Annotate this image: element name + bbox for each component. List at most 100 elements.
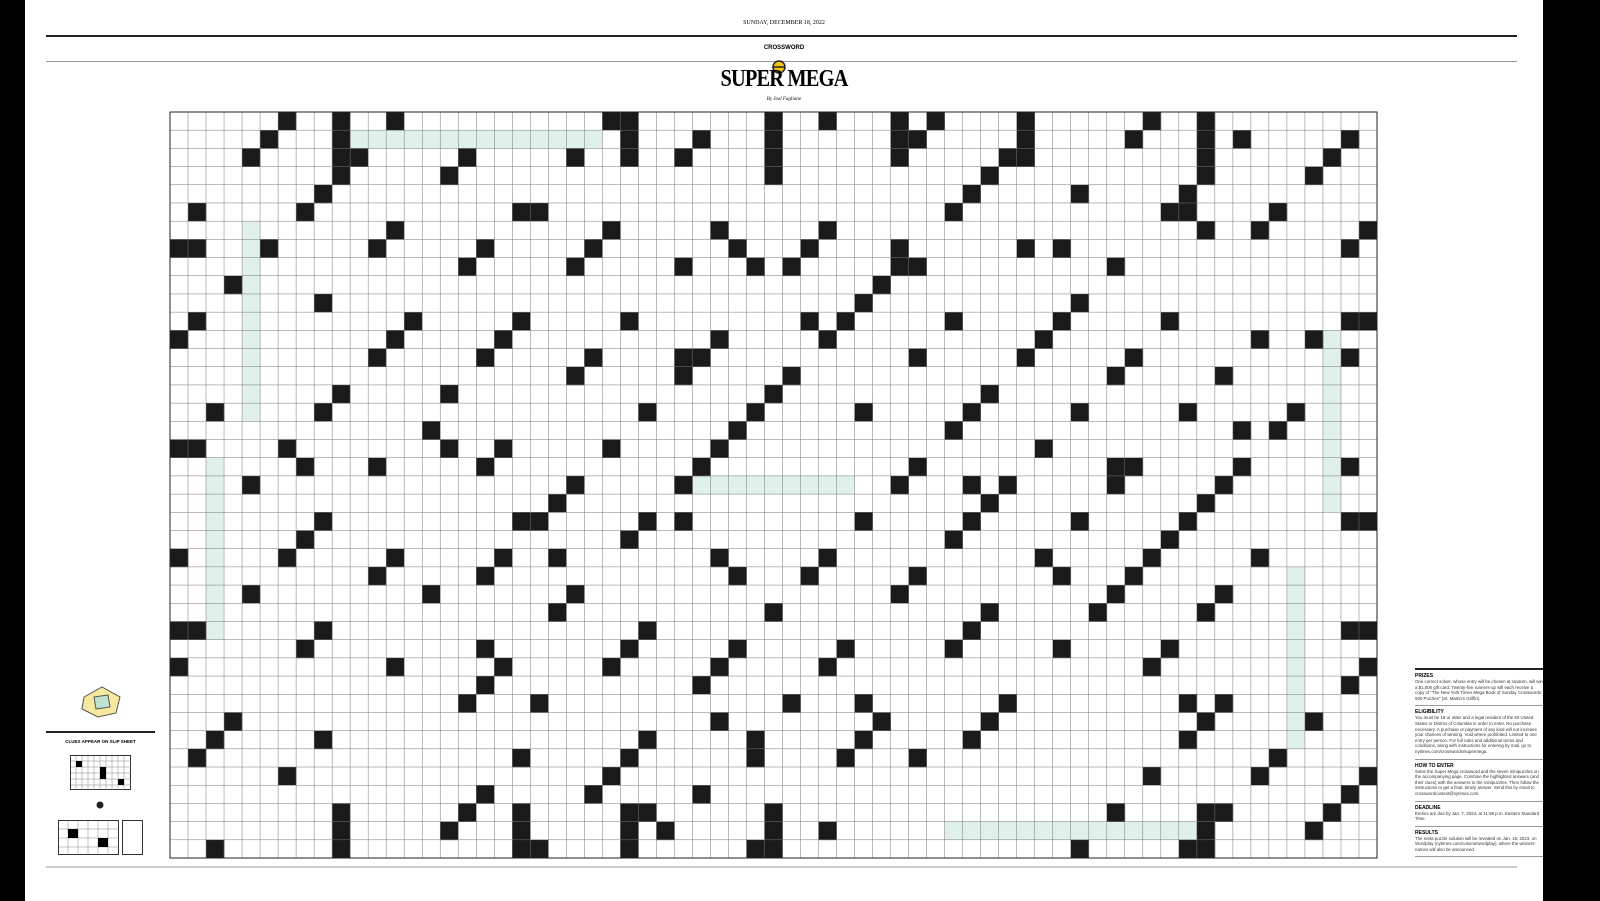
black-square (1160, 639, 1180, 659)
info-panel: PRIZES One correct solver, whose entry wi… (1415, 668, 1543, 858)
black-square (962, 730, 981, 750)
black-square (476, 639, 495, 659)
black-square (332, 839, 351, 859)
black-square (800, 566, 819, 586)
black-square (674, 348, 693, 368)
black-square (386, 330, 405, 349)
grid-border (169, 111, 1378, 859)
black-square (458, 257, 477, 277)
black-square (350, 148, 369, 167)
black-square (368, 566, 387, 586)
black-square (944, 312, 963, 331)
black-square (890, 257, 909, 277)
highlight-cells (692, 475, 855, 495)
black-square (566, 257, 585, 277)
black-square (728, 421, 747, 440)
black-square (188, 439, 207, 459)
black-square (296, 202, 315, 222)
info-section: ELIGIBILITY You must be 18 or older and a… (1415, 706, 1543, 760)
black-square (818, 548, 837, 568)
black-square (512, 839, 531, 859)
black-square (260, 239, 279, 258)
page: SUNDAY, DECEMBER 18, 2022 CROSSWORD SUPE… (25, 0, 1543, 901)
black-square (818, 330, 837, 349)
black-square (602, 439, 621, 459)
black-square (1340, 239, 1360, 258)
black-square (692, 130, 711, 149)
black-square (944, 202, 963, 222)
black-square (1160, 312, 1180, 331)
black-square (494, 548, 513, 568)
black-square (1250, 767, 1270, 786)
black-square (710, 657, 729, 677)
page-marker (96, 801, 104, 809)
black-square (1142, 657, 1162, 677)
black-square (962, 475, 981, 495)
black-square (476, 457, 495, 477)
black-square (1358, 621, 1378, 640)
black-square (1232, 457, 1252, 477)
black-square (1340, 621, 1360, 640)
black-square (602, 657, 621, 677)
black-square (494, 330, 513, 349)
info-body: Entries are due by Jan. 7, 2023, at 11:5… (1415, 810, 1540, 822)
black-square (890, 112, 909, 131)
black-square (746, 839, 765, 859)
black-square (1196, 112, 1216, 131)
black-square (620, 803, 639, 822)
black-square (1214, 366, 1234, 386)
black-square (854, 293, 873, 313)
black-square (1304, 166, 1324, 186)
black-square (188, 202, 207, 222)
info-body: One correct solver, whose entry will be … (1415, 679, 1543, 701)
section: CROSSWORD (763, 45, 805, 51)
black-square (692, 785, 711, 804)
clues-note: CLUES APPEAR ON SLIP SHEET (65, 739, 136, 744)
black-square (584, 239, 603, 258)
title: SUPER MEGA (720, 66, 849, 92)
black-square (1106, 257, 1126, 277)
black-square (224, 712, 243, 731)
black-square (818, 112, 837, 131)
black-square (242, 475, 261, 495)
black-square (1088, 603, 1108, 622)
info-section: PRIZES One correct solver, whose entry wi… (1415, 670, 1543, 707)
black-square (1178, 694, 1198, 713)
black-square (512, 803, 531, 822)
black-square (764, 112, 783, 131)
black-square (386, 657, 405, 677)
date: SUNDAY, DECEMBER 18, 2022 (743, 20, 825, 26)
black-square (386, 112, 405, 131)
black-square (548, 548, 567, 568)
black-square (980, 166, 999, 186)
black-square (386, 548, 405, 568)
black-square (746, 257, 765, 277)
black-square (1196, 130, 1216, 149)
black-square (782, 257, 801, 277)
black-square (1340, 312, 1360, 331)
black-square (584, 785, 603, 804)
black-square (818, 657, 837, 677)
black-square (710, 712, 729, 731)
byline: By Joel Fagliano (766, 97, 802, 102)
black-square (332, 112, 351, 131)
black-square (1196, 221, 1216, 240)
info-heading: HOW TO ENTER (1415, 762, 1454, 769)
black-square (728, 239, 747, 258)
black-square (998, 148, 1018, 167)
cube-icon (81, 686, 121, 718)
black-square (332, 384, 351, 404)
black-square (404, 312, 423, 331)
black-square (890, 130, 909, 149)
black-square (422, 421, 441, 440)
highlight-cells (242, 221, 261, 422)
black-square (1322, 803, 1342, 822)
black-square (854, 730, 873, 750)
info-body: Solve the Super Mega crossword and the s… (1415, 768, 1539, 796)
black-square (368, 239, 387, 258)
black-square (854, 403, 873, 422)
black-square (1214, 475, 1234, 495)
black-square (1124, 130, 1144, 149)
black-square (1340, 676, 1360, 695)
black-square (1250, 221, 1270, 240)
